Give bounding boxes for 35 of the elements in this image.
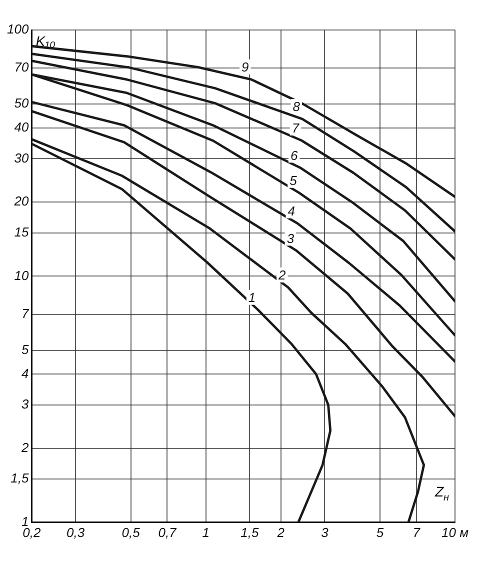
- series-label: 5: [290, 172, 298, 188]
- x-tick-label: 1,5: [240, 524, 260, 540]
- series-label: 6: [290, 148, 299, 163]
- x-tick-label: 5: [376, 524, 384, 540]
- y-tick-label: 10: [14, 268, 30, 283]
- x-tick-label: 10 м: [442, 524, 469, 540]
- y-tick-label: 100: [6, 22, 30, 37]
- series-label: 9: [242, 60, 249, 75]
- y-tick-label: 3: [21, 396, 30, 412]
- y-tick-label: 50: [14, 96, 30, 111]
- x-tick-label: 0,7: [158, 524, 178, 540]
- y-tick-label: 30: [14, 150, 30, 166]
- y-tick-label: 70: [14, 60, 30, 75]
- series-label: 1: [248, 290, 256, 305]
- x-tick-label: 0,3: [66, 524, 86, 540]
- x-tick-label: 0,2: [22, 524, 42, 540]
- x-tick-label: 1: [202, 524, 210, 540]
- x-tick-label: 7: [412, 524, 421, 540]
- series-label: 2: [278, 268, 287, 283]
- y-tick-label: 15: [14, 224, 30, 240]
- series-label: 3: [286, 230, 295, 246]
- y-axis-title: K₁₀: [36, 33, 56, 49]
- y-tick-label: 40: [14, 120, 30, 135]
- y-tick-label: 20: [13, 194, 30, 209]
- y-tick-label: 1,5: [10, 470, 30, 486]
- x-tick-label: 2: [276, 524, 286, 540]
- series-label: 7: [292, 120, 300, 136]
- series-label: 4: [288, 203, 295, 218]
- y-tick-label: 4: [21, 366, 29, 381]
- y-tick-label: 5: [21, 342, 30, 357]
- x-tick-label: 0,5: [122, 524, 141, 540]
- series-label: 8: [292, 99, 301, 114]
- y-tick-label: 7: [21, 306, 30, 321]
- y-tick-label: 2: [20, 440, 30, 455]
- x-tick-label: 3: [321, 524, 330, 540]
